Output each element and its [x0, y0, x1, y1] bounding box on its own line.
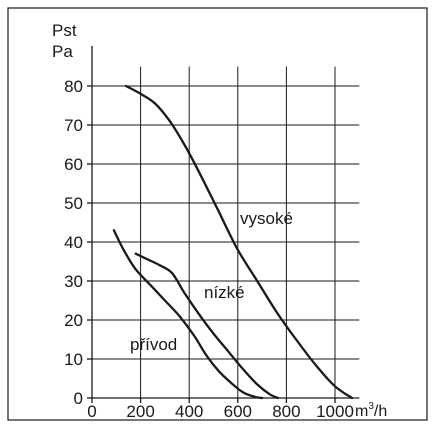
y-tick-label: 80 — [64, 77, 83, 96]
y-tick-label: 60 — [64, 155, 83, 174]
y-tick-label: 10 — [64, 350, 83, 369]
x-tick-label: 800 — [272, 402, 300, 421]
y-tick-label: 0 — [74, 389, 83, 408]
x-tick-label: 1000 — [316, 402, 354, 421]
grid-layer — [92, 66, 360, 398]
x-tick-label: 400 — [175, 402, 203, 421]
x-axis-label-main: m — [355, 403, 368, 420]
x-tick-label: 600 — [224, 402, 252, 421]
curve-layer — [112, 84, 354, 400]
x-axis-label: m3/h — [355, 401, 387, 420]
y-tick-label: 40 — [64, 233, 83, 252]
x-axis-label-sup: 3 — [368, 401, 374, 412]
series-label-privod: přívod — [130, 335, 177, 354]
x-tick-label: 200 — [126, 402, 154, 421]
label-layer: Pst Pa m3/h vysoké nízké přívod — [52, 21, 387, 420]
y-axis-label-line-2: Pa — [52, 42, 73, 61]
y-axis-label-line-1: Pst — [52, 21, 77, 40]
chart-border — [7, 7, 428, 421]
series-label-vysoke: vysoké — [240, 209, 293, 228]
y-tick-label: 20 — [64, 311, 83, 330]
curve-privod — [112, 229, 264, 400]
curve-vysoke — [124, 84, 354, 400]
series-label-nizke: nízké — [204, 283, 245, 302]
y-tick-label: 70 — [64, 116, 83, 135]
curve-nizke — [134, 252, 280, 400]
y-tick-label: 50 — [64, 194, 83, 213]
y-tick-label: 30 — [64, 272, 83, 291]
x-tick-label: 0 — [87, 402, 96, 421]
x-axis-label-tail: /h — [374, 403, 387, 420]
